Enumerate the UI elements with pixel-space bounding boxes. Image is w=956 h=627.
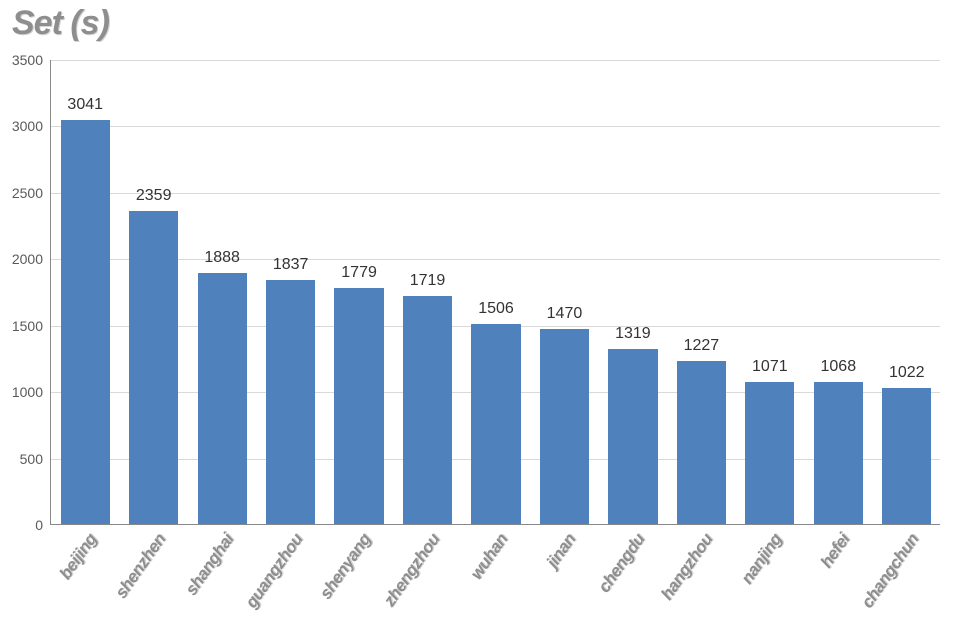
bar: 1719zhengzhou [403,296,452,524]
x-category-label: zhengzhou [379,530,444,610]
bar-value-label: 1837 [273,256,309,274]
x-category-label: guangzhou [241,530,307,612]
chart-title: Set (s) [12,4,109,43]
bar-value-label: 1319 [615,325,651,343]
x-category-label: shenzhen [111,530,170,602]
bar: 1227hangzhou [677,361,726,524]
bar-value-label: 1719 [410,272,446,290]
bar: 1068hefei [814,382,863,524]
x-category-label: shenyang [316,530,376,603]
gridline [51,193,940,194]
y-tick-label: 0 [35,517,43,533]
bar: 3041beijing [61,120,110,524]
x-category-label: changchun [857,530,923,612]
x-category-label: nanjing [737,530,786,588]
x-category-label: wuhan [467,530,513,584]
bar: 1319chengdu [608,349,657,524]
bar: 1470jinan [540,329,589,524]
x-category-label: hangzhou [658,530,718,604]
bar-value-label: 1071 [752,358,788,376]
y-tick-label: 2000 [12,251,43,267]
bar-value-label: 1779 [341,264,377,282]
y-tick-label: 1000 [12,384,43,400]
y-tick-label: 2500 [12,185,43,201]
y-tick-label: 3500 [12,52,43,68]
bar: 1888shanghai [198,273,247,524]
bar: 1022changchun [882,388,931,524]
bar-value-label: 1470 [547,305,583,323]
bar: 2359shenzhen [129,211,178,524]
x-category-label: chengdu [594,530,649,597]
bar: 1071nanjing [745,382,794,524]
bar: 1779shenyang [334,288,383,524]
bar-value-label: 2359 [136,187,172,205]
gridline [51,259,940,260]
gridline [51,60,940,61]
x-category-label: hefei [817,530,855,572]
bar-value-label: 1068 [821,358,857,376]
bar: 1506wuhan [471,324,520,524]
y-tick-label: 3000 [12,118,43,134]
bar-value-label: 3041 [67,96,103,114]
plot-area: 05001000150020002500300035003041beijing2… [50,60,940,525]
bar: 1837guangzhou [266,280,315,524]
y-tick-label: 500 [20,451,43,467]
gridline [51,126,940,127]
x-category-label: beijing [56,530,102,583]
bar-value-label: 1022 [889,364,925,382]
chart-container: Set (s) 05001000150020002500300035003041… [0,0,956,627]
x-category-label: shanghai [182,530,239,599]
bar-value-label: 1506 [478,300,514,318]
bar-value-label: 1888 [204,249,240,267]
y-tick-label: 1500 [12,318,43,334]
x-category-label: jinan [543,530,581,572]
bar-value-label: 1227 [684,337,720,355]
